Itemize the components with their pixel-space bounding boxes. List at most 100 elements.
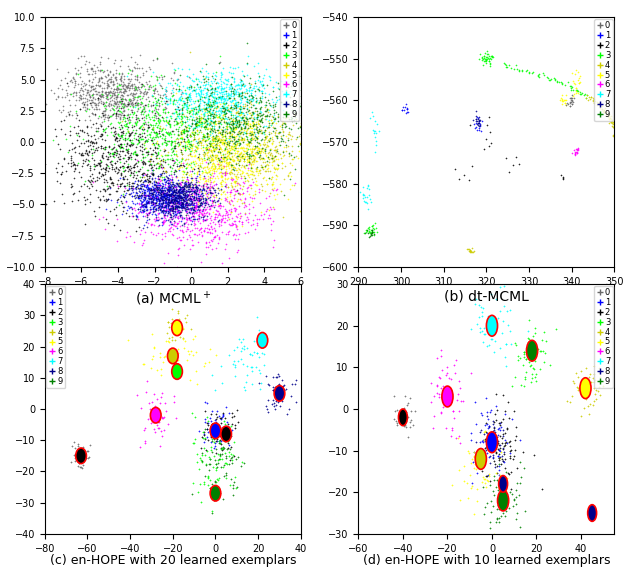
Point bbox=[144, 197, 154, 206]
Point bbox=[228, 220, 238, 229]
Point bbox=[88, 60, 99, 69]
Point bbox=[257, 76, 267, 86]
Point bbox=[190, 201, 200, 211]
Point bbox=[486, 497, 496, 506]
Point bbox=[452, 395, 462, 405]
Point bbox=[184, 195, 195, 204]
Point bbox=[177, 195, 187, 204]
Point bbox=[134, 63, 144, 72]
Point bbox=[120, 172, 131, 181]
Point bbox=[213, 135, 223, 145]
Point bbox=[223, 439, 233, 448]
Point bbox=[210, 152, 220, 161]
Point bbox=[169, 150, 179, 159]
Point bbox=[367, 226, 377, 235]
Point bbox=[205, 113, 215, 122]
Point bbox=[102, 94, 113, 103]
Point bbox=[172, 317, 182, 326]
Point bbox=[168, 188, 178, 197]
Point bbox=[73, 158, 83, 168]
Point bbox=[481, 448, 492, 457]
Point bbox=[250, 174, 260, 183]
Point bbox=[148, 221, 159, 230]
Point bbox=[166, 336, 177, 345]
Point bbox=[184, 83, 194, 92]
Point bbox=[206, 116, 216, 125]
Point bbox=[138, 196, 148, 205]
Point bbox=[198, 180, 209, 189]
Point bbox=[122, 140, 132, 149]
Point bbox=[287, 120, 298, 129]
Point bbox=[494, 445, 504, 455]
Point bbox=[463, 446, 473, 455]
Point bbox=[237, 91, 248, 100]
Point bbox=[208, 73, 218, 82]
Point bbox=[125, 129, 136, 138]
Point bbox=[209, 84, 220, 94]
Point bbox=[186, 193, 196, 203]
Point bbox=[199, 226, 209, 235]
Point bbox=[259, 83, 269, 92]
Point bbox=[213, 475, 223, 484]
Point bbox=[138, 239, 148, 248]
Point bbox=[172, 223, 182, 232]
Point bbox=[221, 142, 231, 152]
Point bbox=[163, 206, 173, 215]
Point bbox=[141, 201, 151, 211]
Point bbox=[170, 201, 180, 210]
Point bbox=[170, 204, 180, 213]
Point bbox=[254, 215, 264, 224]
Point bbox=[163, 178, 173, 187]
Point bbox=[119, 84, 129, 94]
Point bbox=[278, 380, 289, 389]
Point bbox=[204, 145, 214, 154]
Point bbox=[150, 204, 160, 214]
Point bbox=[168, 208, 178, 218]
Point bbox=[226, 125, 236, 134]
Point bbox=[289, 107, 300, 117]
Point bbox=[170, 197, 180, 207]
Point bbox=[103, 113, 113, 122]
Point bbox=[589, 383, 599, 393]
Point bbox=[535, 364, 545, 374]
Point bbox=[230, 98, 241, 107]
Point bbox=[223, 227, 234, 236]
Point bbox=[209, 124, 219, 133]
Point bbox=[79, 180, 90, 189]
Point bbox=[68, 88, 78, 98]
Point bbox=[221, 206, 232, 215]
Point bbox=[200, 83, 211, 92]
Point bbox=[89, 159, 99, 168]
Point bbox=[195, 138, 205, 147]
Point bbox=[177, 188, 187, 197]
Point bbox=[201, 72, 211, 82]
Point bbox=[186, 137, 196, 146]
Point bbox=[198, 143, 208, 152]
Point bbox=[470, 123, 480, 132]
Point bbox=[223, 90, 233, 99]
Point bbox=[182, 103, 193, 113]
Point bbox=[141, 206, 151, 215]
Point bbox=[504, 448, 515, 457]
Point bbox=[196, 91, 206, 100]
Point bbox=[150, 192, 160, 201]
Point bbox=[218, 126, 228, 135]
Point bbox=[227, 425, 237, 435]
Point bbox=[160, 92, 170, 101]
Point bbox=[228, 139, 238, 148]
Point bbox=[239, 93, 249, 102]
Point bbox=[161, 103, 171, 112]
Point bbox=[97, 135, 107, 144]
Point bbox=[234, 117, 244, 126]
Point bbox=[201, 142, 211, 151]
Point bbox=[172, 204, 182, 214]
Point bbox=[185, 195, 195, 204]
Point bbox=[259, 135, 269, 145]
Point bbox=[209, 98, 219, 107]
Point bbox=[95, 161, 105, 170]
Point bbox=[111, 95, 122, 104]
Point bbox=[238, 115, 248, 125]
Point bbox=[552, 77, 562, 86]
Point bbox=[210, 456, 220, 465]
Point bbox=[173, 190, 183, 199]
